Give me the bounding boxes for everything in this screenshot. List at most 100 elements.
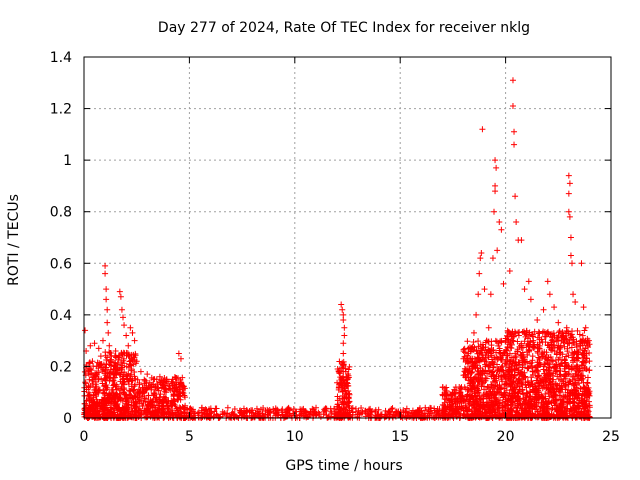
scatter-point bbox=[511, 333, 518, 340]
scatter-point bbox=[538, 375, 545, 382]
data-point bbox=[487, 291, 494, 298]
scatter-point bbox=[141, 380, 148, 387]
y-tick-label: 0.6 bbox=[50, 256, 72, 272]
data-point bbox=[117, 293, 124, 300]
scatter-point bbox=[334, 401, 341, 408]
scatter-point bbox=[107, 350, 114, 357]
data-point bbox=[492, 182, 499, 189]
scatter-point bbox=[494, 367, 501, 374]
scatter-point bbox=[570, 399, 577, 406]
scatter-point bbox=[559, 329, 566, 336]
scatter-point bbox=[313, 411, 320, 418]
scatter-point bbox=[564, 340, 571, 347]
scatter-point bbox=[388, 406, 395, 413]
scatter-point bbox=[505, 401, 512, 408]
scatter-point bbox=[506, 350, 513, 357]
scatter-point bbox=[346, 363, 353, 370]
data-point bbox=[95, 345, 102, 352]
scatter-point bbox=[92, 403, 99, 410]
scatter-point bbox=[135, 390, 142, 397]
data-point bbox=[456, 384, 463, 391]
scatter-point bbox=[162, 394, 169, 401]
scatter-point bbox=[551, 341, 558, 348]
scatter-point bbox=[106, 361, 113, 368]
scatter-point bbox=[553, 388, 560, 395]
scatter-point bbox=[513, 409, 520, 416]
scatter-point bbox=[536, 357, 543, 364]
scatter-point bbox=[111, 400, 118, 407]
scatter-point bbox=[372, 407, 379, 414]
scatter-point bbox=[505, 368, 512, 375]
scatter-point bbox=[473, 376, 480, 383]
scatter-point bbox=[513, 362, 520, 369]
scatter-point bbox=[129, 408, 136, 415]
scatter-point bbox=[151, 390, 158, 397]
data-point bbox=[449, 389, 456, 396]
scatter-point bbox=[554, 334, 561, 341]
scatter-point bbox=[136, 381, 143, 388]
scatter-point bbox=[495, 342, 502, 349]
scatter-point bbox=[516, 400, 523, 407]
scatter-point bbox=[514, 338, 521, 345]
data-point bbox=[502, 337, 509, 344]
scatter-point bbox=[465, 377, 472, 384]
data-point bbox=[119, 314, 126, 321]
scatter-point bbox=[565, 328, 572, 335]
scatter-point bbox=[546, 378, 553, 385]
scatter-point bbox=[152, 395, 159, 402]
scatter-point bbox=[524, 378, 531, 385]
scatter-point bbox=[502, 367, 509, 374]
scatter-point bbox=[100, 387, 107, 394]
data-point bbox=[525, 278, 532, 285]
scatter-point bbox=[535, 328, 542, 335]
scatter-point bbox=[473, 359, 480, 366]
scatter-point bbox=[104, 395, 111, 402]
scatter-point bbox=[123, 352, 130, 359]
scatter-point bbox=[499, 363, 506, 370]
scatter-point bbox=[107, 396, 114, 403]
scatter-point bbox=[260, 413, 267, 420]
scatter-point bbox=[439, 407, 446, 414]
scatter-point bbox=[488, 342, 495, 349]
scatter-point bbox=[247, 407, 254, 414]
scatter-point bbox=[579, 403, 586, 410]
scatter-point bbox=[524, 365, 531, 372]
data-point bbox=[578, 260, 585, 267]
data-point bbox=[496, 219, 503, 226]
scatter-point bbox=[140, 399, 147, 406]
data-point bbox=[340, 368, 347, 375]
data-point bbox=[492, 157, 499, 164]
scatter-point bbox=[503, 356, 510, 363]
scatter-point bbox=[339, 396, 346, 403]
scatter-point bbox=[537, 377, 544, 384]
scatter-point bbox=[171, 401, 178, 408]
data-point bbox=[491, 208, 498, 215]
scatter-point bbox=[213, 411, 220, 418]
data-point bbox=[546, 291, 553, 298]
scatter-point bbox=[270, 406, 277, 413]
data-point bbox=[470, 329, 477, 336]
scatter-point bbox=[575, 391, 582, 398]
data-point bbox=[527, 296, 534, 303]
scatter-point bbox=[335, 408, 342, 415]
scatter-point bbox=[207, 405, 214, 412]
y-tick-label: 0.4 bbox=[50, 308, 72, 324]
scatter-point bbox=[89, 377, 96, 384]
scatter-point bbox=[504, 327, 511, 334]
scatter-point bbox=[515, 332, 522, 339]
data-point bbox=[99, 337, 106, 344]
scatter-point bbox=[552, 380, 559, 387]
scatter-point bbox=[510, 354, 517, 361]
scatter-point bbox=[476, 378, 483, 385]
scatter-point bbox=[157, 391, 164, 398]
data-point bbox=[102, 262, 109, 269]
data-point bbox=[89, 358, 96, 365]
scatter-point bbox=[167, 403, 174, 410]
scatter-point bbox=[526, 332, 533, 339]
scatter-point bbox=[535, 354, 542, 361]
scatter-point bbox=[190, 414, 197, 421]
scatter-point bbox=[93, 396, 100, 403]
scatter-point bbox=[133, 409, 140, 416]
scatter-point bbox=[128, 365, 135, 372]
